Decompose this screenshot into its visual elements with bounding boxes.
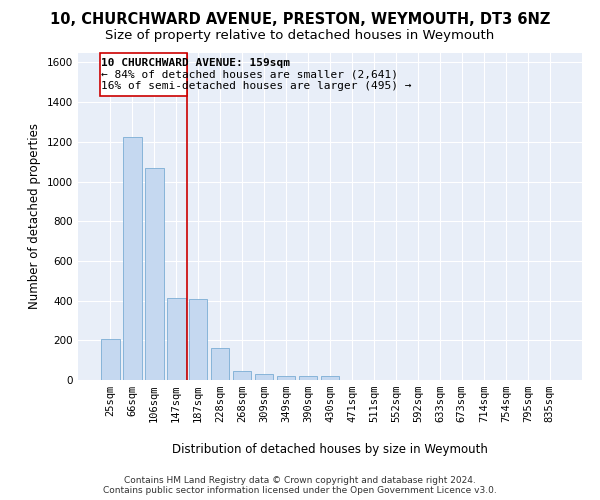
- Text: Distribution of detached houses by size in Weymouth: Distribution of detached houses by size …: [172, 442, 488, 456]
- Bar: [123, 137, 142, 380]
- Bar: [233, 371, 251, 380]
- Text: ← 84% of detached houses are smaller (2,641): ← 84% of detached houses are smaller (2,…: [101, 70, 398, 80]
- Bar: [277, 376, 295, 380]
- Bar: [299, 376, 317, 380]
- Text: Contains HM Land Registry data © Crown copyright and database right 2024.
Contai: Contains HM Land Registry data © Crown c…: [103, 476, 497, 495]
- Text: 10, CHURCHWARD AVENUE, PRESTON, WEYMOUTH, DT3 6NZ: 10, CHURCHWARD AVENUE, PRESTON, WEYMOUTH…: [50, 12, 550, 28]
- Bar: [255, 374, 274, 380]
- Bar: [101, 340, 119, 380]
- Text: Size of property relative to detached houses in Weymouth: Size of property relative to detached ho…: [106, 28, 494, 42]
- Bar: [189, 298, 208, 380]
- Bar: [145, 168, 164, 380]
- Text: 16% of semi-detached houses are larger (495) →: 16% of semi-detached houses are larger (…: [101, 81, 412, 91]
- Text: 10 CHURCHWARD AVENUE: 159sqm: 10 CHURCHWARD AVENUE: 159sqm: [101, 58, 290, 68]
- Bar: [320, 376, 340, 380]
- Y-axis label: Number of detached properties: Number of detached properties: [28, 123, 41, 309]
- Bar: [211, 348, 229, 380]
- Bar: [167, 298, 185, 380]
- FancyBboxPatch shape: [100, 52, 187, 96]
